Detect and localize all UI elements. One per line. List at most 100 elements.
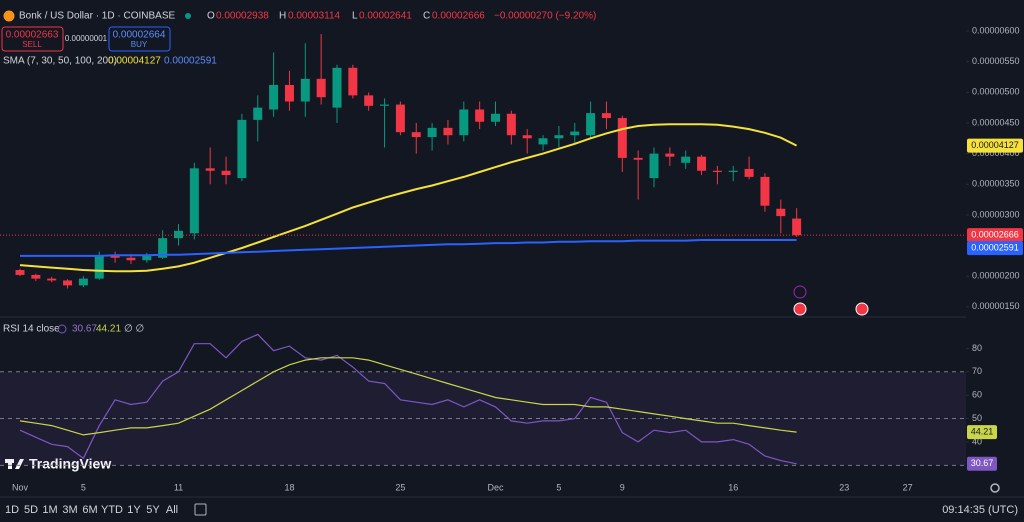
y-tick-label: 0.00000450 [972, 117, 1020, 127]
candle-body [78, 278, 88, 286]
candle-body [538, 138, 548, 145]
candle-body [728, 170, 738, 172]
range-button[interactable]: YTD [101, 504, 123, 516]
sma-value: 0.00002591 [164, 56, 217, 67]
y-tick-label: 60 [972, 390, 982, 400]
logo-part [8, 459, 12, 469]
candle-body [174, 230, 183, 239]
y-tick-label: 0.00000350 [972, 179, 1020, 189]
candle-body [665, 153, 675, 157]
ohlc-label: C [423, 11, 430, 22]
candle-body [601, 113, 611, 119]
candle-body [459, 109, 469, 136]
y-tick-label: 0.00000400 [972, 148, 1020, 158]
y-tick-label: 0.00000500 [972, 87, 1020, 97]
rsi-icon [57, 324, 67, 334]
ohlc-label: H [279, 11, 286, 22]
candle-body [395, 104, 405, 133]
candle-body [617, 118, 627, 158]
rsi-tag-label: 30.67 [971, 458, 994, 468]
event-flag[interactable] [793, 302, 807, 316]
y-tick-label: 0.00000300 [972, 209, 1020, 219]
range-button[interactable]: 1Y [127, 504, 141, 516]
candle-body [158, 238, 168, 258]
candle-body [126, 257, 136, 261]
rsi-line [19, 357, 797, 436]
price-tag [967, 241, 1023, 256]
candle-body [633, 157, 643, 160]
price-tag-label: 0.00002666 [971, 229, 1019, 239]
rsi-tag-label: 44.21 [971, 426, 994, 436]
sma-value: 0.00004127 [108, 56, 161, 67]
ohlc-label: O [207, 11, 215, 22]
candle-body [316, 78, 326, 98]
range-button[interactable]: 5Y [146, 504, 160, 516]
x-tick-label: 25 [395, 482, 405, 492]
candle-body [792, 218, 802, 236]
range-button[interactable]: 3M [62, 504, 77, 516]
candle-body [776, 208, 786, 217]
rsi-tag [967, 425, 997, 440]
candle-body [586, 113, 596, 136]
sma-label: SMA (7, 30, 50, 100, 200) [3, 56, 117, 67]
market-status [185, 13, 191, 19]
buy-price[interactable]: 0.00002664 [113, 30, 166, 41]
event-icon[interactable] [793, 285, 807, 299]
event-flag[interactable] [855, 302, 869, 316]
rsi-tag [967, 456, 997, 471]
ohlc-value: 0.00002666 [432, 11, 485, 22]
x-tick-label: 18 [284, 482, 294, 492]
y-tick-label: 50 [972, 413, 982, 423]
buy-box[interactable] [108, 26, 171, 52]
x-tick-label: 11 [174, 482, 183, 492]
candle-body [411, 132, 421, 138]
rsi-line [19, 333, 797, 465]
symbol-title: Bonk / US Dollar · 1D · COINBASE [19, 11, 175, 22]
range-button[interactable]: 1M [42, 504, 57, 516]
y-tick-label: 0.00000600 [972, 25, 1020, 35]
ohlc-value: 0.00002641 [359, 11, 412, 22]
range-button[interactable]: 6M [82, 504, 97, 516]
candle-body [427, 127, 437, 138]
candle-body [110, 255, 120, 258]
spread: 0.00000001 [65, 34, 108, 43]
y-tick-label: 0.00000200 [972, 271, 1020, 281]
settings-icon[interactable] [990, 483, 1000, 493]
candle-body [570, 131, 580, 136]
buy-label[interactable]: BUY [131, 40, 148, 49]
range-button[interactable]: 5D [24, 504, 38, 516]
y-tick-label: 70 [972, 366, 982, 376]
rsi-extra: ∅ ∅ [124, 324, 144, 335]
clock: 09:14:35 (UTC) [942, 504, 1018, 516]
candle-body [681, 156, 691, 163]
sell-box[interactable] [1, 26, 64, 52]
calendar-icon[interactable] [194, 503, 207, 516]
ohlc-value: 0.00002938 [216, 11, 269, 22]
sma-line [19, 123, 798, 273]
symbol-logo [3, 10, 15, 22]
rsi-label: RSI 14 close [3, 324, 60, 335]
buy-button[interactable]: 0.00002664 BUY [108, 26, 171, 52]
logo-part [15, 459, 24, 469]
sell-label[interactable]: SELL [22, 40, 42, 49]
candle-body [348, 67, 358, 96]
range-button[interactable]: All [166, 504, 178, 516]
candle-body [47, 278, 57, 281]
sell-price[interactable]: 0.00002663 [6, 30, 59, 41]
price-change: −0.00000270 (−9.20%) [494, 11, 596, 22]
y-tick-label: 0.00000550 [972, 56, 1020, 66]
y-tick-label: 40 [972, 436, 982, 446]
rsi-ma-value: 44.21 [96, 324, 121, 335]
sell-button[interactable]: 0.00002663 SELL [1, 26, 64, 52]
candle-body [237, 119, 247, 179]
candle-body [94, 255, 104, 279]
candle-body [649, 153, 659, 179]
x-tick-label: Nov [12, 482, 29, 492]
candle-body [15, 270, 25, 275]
range-button[interactable]: 1D [5, 504, 19, 516]
y-tick-label: 80 [972, 343, 982, 353]
x-tick-label: 5 [81, 482, 86, 492]
candle-body [712, 170, 722, 172]
x-tick-label: 27 [903, 482, 913, 492]
